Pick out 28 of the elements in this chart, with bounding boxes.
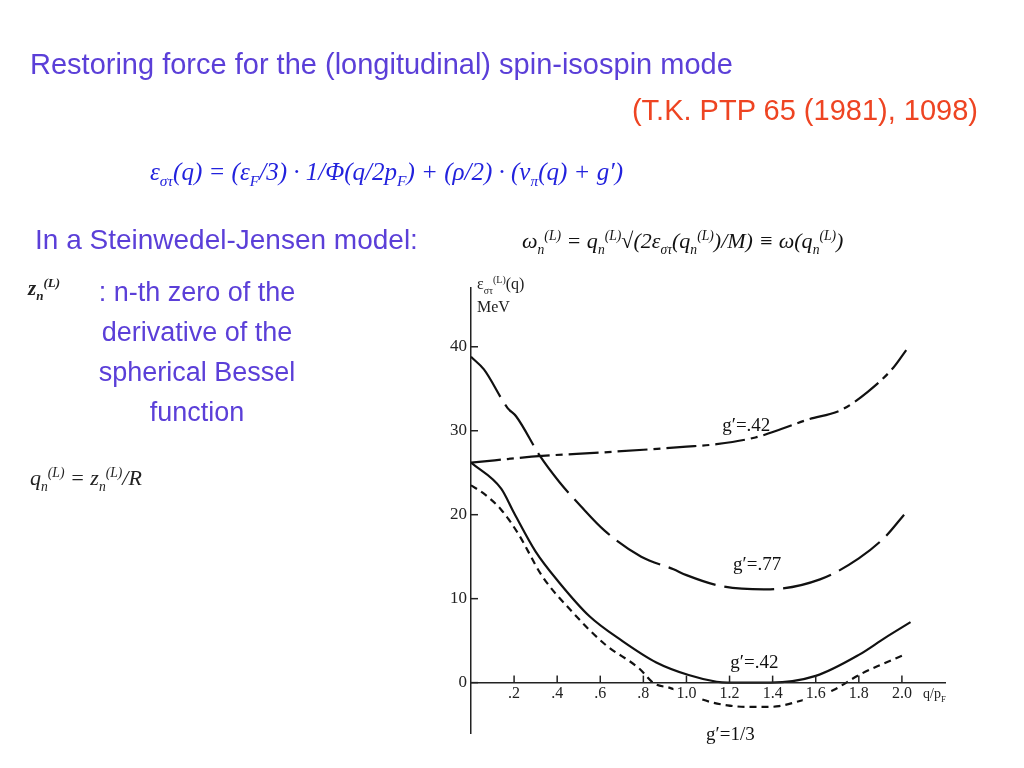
x-axis-title: q/p$_{F}$: [923, 685, 946, 704]
text: q$_{n}$$^{(L)}$ = z$_{n}$$^{(L)}$/R: [30, 465, 142, 495]
chart-subtitle: (T.K. PTP 65 (1981), 1098): [631, 94, 978, 128]
text: : n-th zero of the derivative of the spherical Bessel function: [98, 277, 296, 427]
x-tick-label: 1.0: [676, 683, 697, 701]
x-tick-label: 1.4: [762, 683, 783, 701]
series-label: g′=1/3: [706, 722, 755, 744]
series-label: g′=.42: [730, 651, 779, 673]
text: ω$_{n}$$^{(L)}$ = q$_{n}$$^{(L)}$√(2ε$_{στ}$(q$_{n}$$^{(L)}$)/M) ≡ ω(q$_{n}$$^{(L)}$): [522, 228, 844, 257]
chart-title: Restoring force for the (longitudinal) spin-isospin mode: [30, 48, 733, 82]
x-tick-label: .8: [637, 683, 650, 701]
x-tick-label: 1.8: [848, 683, 869, 701]
text: ε$_{στ}$(q) = (ε$_{F}$/3) · 1/Φ(q/2p$_{F}$) + (ρ/2) · (v$_{π}$(q) + g′): [150, 158, 624, 189]
series-label: g′=.77: [733, 553, 782, 575]
y-tick-label: 10: [450, 588, 467, 608]
y-tick-label: 40: [450, 336, 467, 356]
x-tick-label: .4: [551, 683, 564, 701]
y-tick-label: 0: [458, 672, 467, 692]
x-tick-label: 1.6: [805, 683, 826, 701]
text: In a Steinwedel-Jensen model:: [35, 224, 418, 257]
x-tick-label: .6: [594, 683, 607, 701]
y-tick-label: 30: [450, 420, 467, 440]
x-tick-label: 1.2: [719, 683, 740, 701]
x-tick-label: 2.0: [891, 683, 912, 701]
series-label: g′=.42: [722, 413, 771, 435]
x-tick-label: .2: [508, 683, 521, 701]
y-tick-label: 20: [450, 504, 467, 524]
y-axis-title: ε$_{στ}$$^{(L)}$(q) MeV: [477, 274, 526, 317]
